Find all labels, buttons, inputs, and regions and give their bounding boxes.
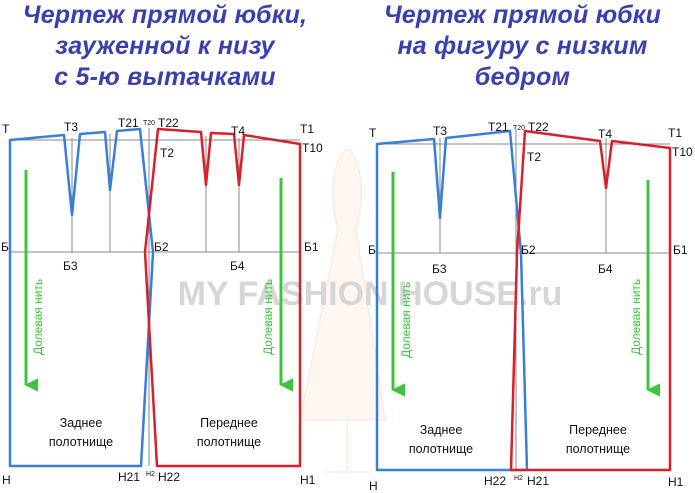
left-point-B2: Б2 [154,240,169,254]
right-point-T21: Т21 [488,120,509,134]
title-left-line-2: зауженной к низу [55,32,275,60]
right-point-H22: Н22 [484,474,506,488]
right-point-H21: Н21 [527,474,549,488]
right-back-panel-outline [375,129,529,472]
left-back-panel-label-1: Заднее [60,416,103,430]
right-point-T1: Т1 [668,126,682,140]
title-right-line-2: на фигуру с низким [397,32,648,60]
left-point-T1: Т1 [300,122,314,136]
right-point-T20: Т20 [513,125,525,132]
right-grain-label-front: Долевая нить [629,279,643,355]
left-point-T3: Т3 [64,120,78,134]
mannequin-watermark [299,149,386,473]
left-back-panel-outline [8,127,155,468]
left-point-H22: Н22 [158,470,180,484]
right-diagram: Долевая нить Долевая нить Заднее полотни… [368,120,693,493]
right-point-T22: Т22 [528,120,549,134]
left-point-T4: Т4 [231,124,245,138]
left-diagram: Долевая нить Долевая нить Заднее полотни… [1,116,323,487]
left-point-H21: Н21 [118,470,140,484]
left-point-T2: Т2 [160,146,174,160]
right-point-B3: Б3 [432,262,447,276]
left-point-T22: Т22 [158,116,179,130]
right-point-T2: Т2 [527,150,541,164]
title-right-line-1: Чертеж прямой юбки [383,1,662,29]
right-back-panel-label-2: полотнище [409,442,473,456]
right-back-panel-label-1: Заднее [420,423,463,437]
left-point-B: Б [1,240,9,254]
left-point-H2: Н2 [146,471,155,478]
title-left-line-3: с 5-ю вытачками [54,63,276,91]
left-point-T21: Т21 [118,116,139,130]
left-grain-label-front: Долевая нить [261,279,275,355]
right-front-panel-outline [509,129,672,472]
right-point-B2: Б2 [521,243,536,257]
left-front-panel-outline [143,127,302,468]
right-point-T4: Т4 [598,127,612,141]
title-right: Чертеж прямой юбки на фигуру с низким бе… [350,0,695,93]
left-point-B1: Б1 [304,240,319,254]
left-point-T20: Т20 [143,120,155,127]
right-point-T: Т [369,126,377,140]
right-point-B: Б [368,243,376,257]
right-point-T3: Т3 [433,124,447,138]
right-point-T10: Т10 [672,145,693,159]
left-point-T: Т [2,122,10,136]
left-front-panel-label-2: полотнище [197,435,261,449]
watermark: MY FASHION HOUSE.ru [178,275,563,313]
left-grain-label-back: Долевая нить [31,279,45,355]
left-guide-lines [10,128,300,466]
left-back-panel-label-2: полотнище [49,435,113,449]
left-point-H1: Н1 [300,473,316,487]
right-point-H: Н [369,479,378,493]
left-point-B3: Б3 [63,259,78,273]
title-right-line-3: бедром [474,63,571,91]
right-grain-label-back: Долевая нить [399,282,413,358]
left-point-B4: Б4 [230,259,245,273]
title-left-line-1: Чертеж прямой юбки, [22,1,308,29]
left-front-panel-label-1: Переднее [200,416,258,430]
right-front-panel-label-1: Переднее [569,423,627,437]
right-front-panel-label-2: полотнище [566,442,630,456]
left-point-H: Н [2,473,11,487]
left-point-T10: Т10 [302,141,323,155]
right-point-H2: Н2 [514,475,523,482]
right-point-H1: Н1 [668,475,684,489]
title-left: Чертеж прямой юбки, зауженной к низу с 5… [0,0,330,93]
right-point-B1: Б1 [673,243,688,257]
right-point-B4: Б4 [598,262,613,276]
